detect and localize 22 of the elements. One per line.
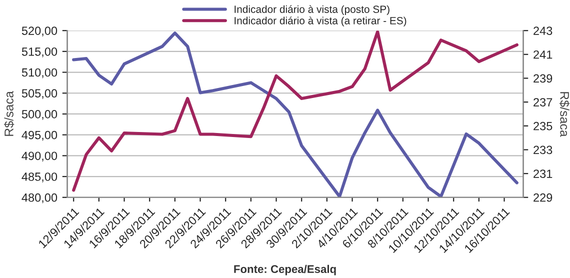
y-tick-label: 510,00 [22,68,58,78]
y2-tick-label: 233 [534,146,552,154]
source-note: Fonte: Cepea/Esalq [234,264,336,276]
y2-tick-label: 237 [534,98,552,106]
y-tick-label: 480,00 [22,193,58,204]
legend-label: Indicador diário à vista (posto SP) [234,5,390,16]
y2-tick-label: 239 [534,74,552,83]
y2-tick-label: 235 [534,122,552,130]
y-tick-label: 515,00 [22,47,58,58]
y2-tick-label: 231 [534,170,552,178]
y-tick-label: 520,00 [22,26,58,36]
y2-axis-title: R$/saca [559,92,570,137]
y2-tick-label: 241 [534,50,552,59]
y-tick-label: 485,00 [22,172,58,182]
y-axis-title: R$/saca [4,91,14,136]
legend-label: Indicador diário à vista (a retirar - ES) [234,16,406,26]
y2-tick-label: 229 [534,193,552,202]
y-tick-label: 505,00 [22,89,58,99]
y-tick-label: 495,00 [22,130,58,141]
y-tick-label: 500,00 [22,110,58,120]
y-tick-label: 490,00 [22,152,58,162]
y2-tick-label: 243 [534,26,552,35]
